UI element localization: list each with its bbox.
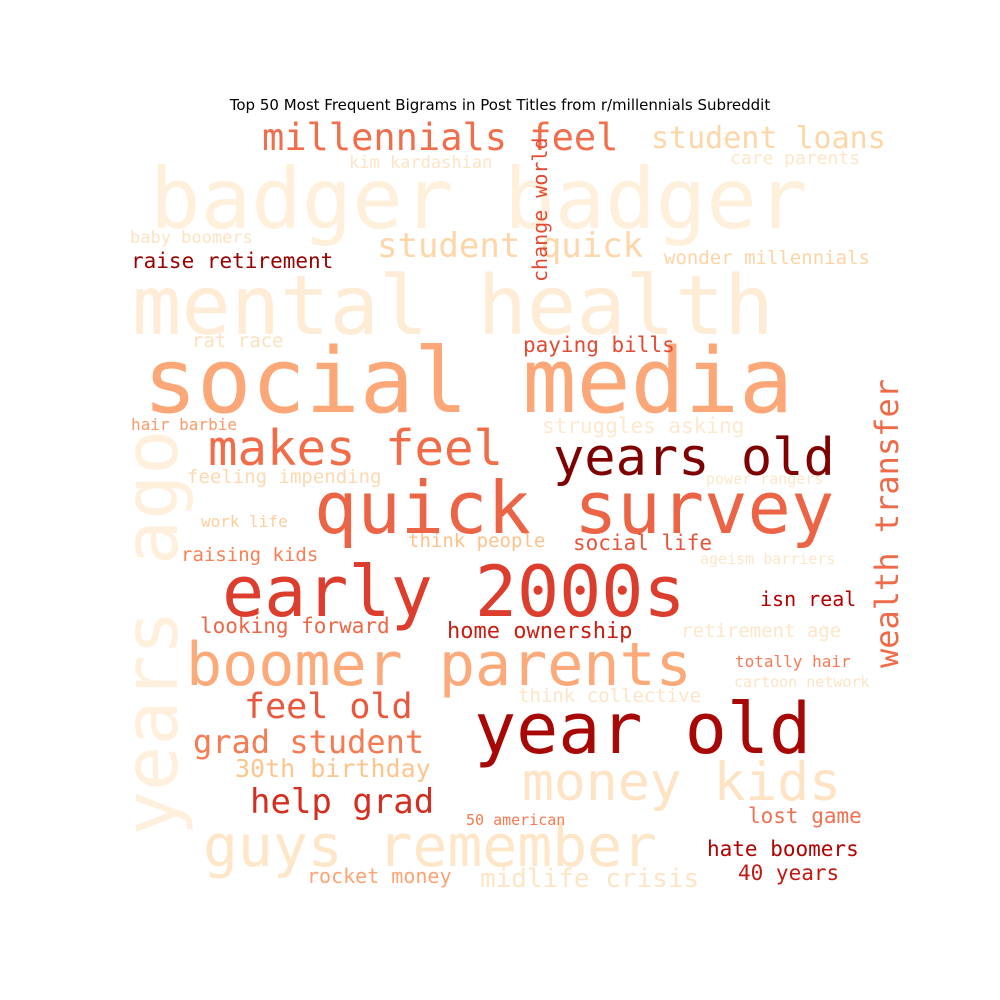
word-lost-game: lost game — [748, 804, 862, 828]
word-home-ownership: home ownership — [447, 619, 632, 644]
word-retirement-age: retirement age — [681, 620, 841, 642]
word-work-life: work life — [201, 512, 288, 531]
word-isn-real: isn real — [760, 587, 856, 611]
word-cartoon-network: cartoon network — [734, 673, 869, 691]
word-wealth-transfer: wealth transfer — [868, 379, 906, 668]
word-ageism-barriers: ageism barriers — [700, 550, 835, 568]
word-mental-health: mental health — [132, 259, 774, 354]
word-makes-feel: makes feel — [208, 420, 503, 477]
word-rat-race: rat race — [192, 330, 284, 352]
word-feeling-impending: feeling impending — [187, 466, 381, 488]
word-social-media: social media — [143, 329, 793, 434]
word-boomer-parents: boomer parents — [186, 630, 692, 700]
word-think-people: think people — [408, 530, 545, 552]
word-guys-remember: guys remember — [203, 812, 657, 880]
word-student-loans: student loans — [651, 121, 886, 156]
word-hair-barbie: hair barbie — [131, 415, 237, 434]
word-money-kids: money kids — [522, 752, 841, 813]
word-years-ago: years ago — [107, 430, 195, 836]
word-struggles-asking: struggles asking — [542, 414, 744, 438]
word-early-2000s: early 2000s — [222, 551, 686, 633]
word-totally-hair: totally hair — [735, 652, 851, 671]
word-help-grad: help grad — [250, 782, 434, 822]
word-grad-student: grad student — [193, 723, 424, 761]
word-40-years: 40 years — [738, 861, 839, 885]
word-think-collective: think collective — [518, 685, 701, 707]
word-feel-old: feel old — [244, 687, 413, 727]
word-change-world: change world — [528, 138, 552, 283]
word-student-quick: student quick — [377, 226, 643, 266]
word-social-life: social life — [573, 531, 712, 555]
word-looking-forward: looking forward — [200, 614, 390, 638]
word-hate-boomers: hate boomers — [707, 837, 859, 861]
chart-title: Top 50 Most Frequent Bigrams in Post Tit… — [229, 96, 771, 114]
word-50-american: 50 american — [466, 811, 565, 829]
word-rocket-money: rocket money — [307, 864, 452, 888]
word-badger-badger: badger badger — [150, 150, 807, 248]
word-baby-boomers: baby boomers — [130, 228, 253, 248]
word-wonder-millennials: wonder millennials — [664, 247, 870, 269]
word-raising-kids: raising kids — [181, 544, 318, 566]
word-paying-bills: paying bills — [523, 333, 675, 357]
word-midlife-crisis: midlife crisis — [480, 864, 699, 894]
word-years-old: years old — [553, 428, 835, 488]
word-quick-survey: quick survey — [314, 466, 834, 550]
word-kim-kardashian: kim kardashian — [349, 153, 492, 173]
word-millennials-feel: millennials feel — [262, 116, 618, 159]
word-year-old: year old — [474, 688, 811, 770]
word-power-rangers: power rangers — [706, 470, 823, 488]
word-care-parents: care parents — [730, 148, 860, 169]
word-30th-birthday: 30th birthday — [235, 754, 431, 783]
word-raise-retirement: raise retirement — [131, 249, 333, 273]
